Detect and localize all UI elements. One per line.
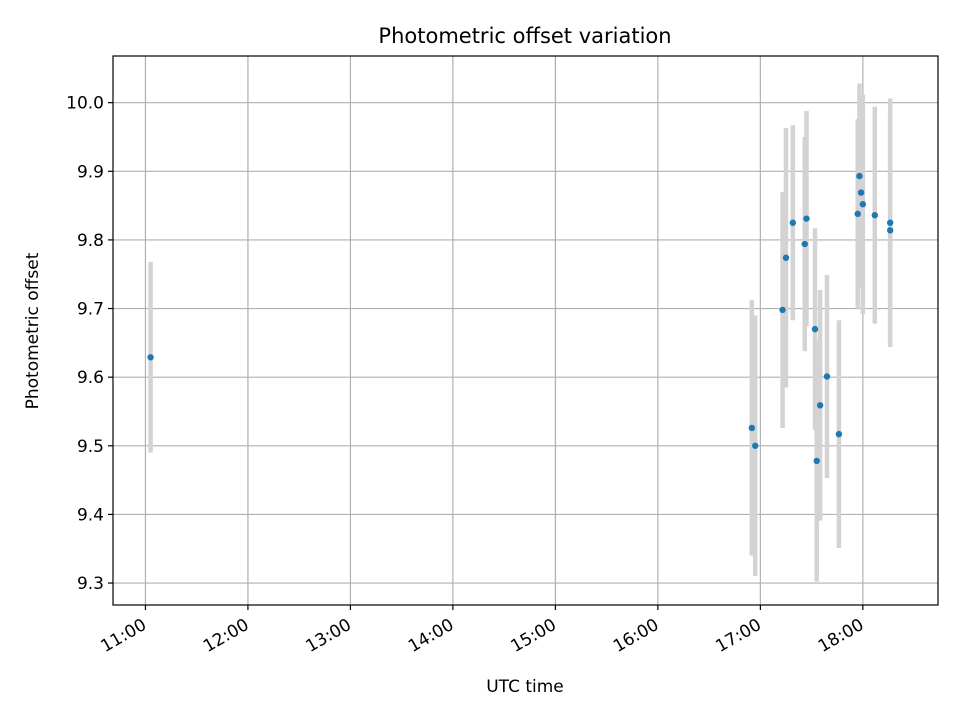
data-point (782, 254, 790, 261)
data-point (147, 354, 154, 361)
data-point (854, 210, 861, 218)
y-tick-label: 9.9 (77, 162, 104, 182)
data-point (816, 402, 824, 409)
y-tick-label: 9.6 (77, 368, 104, 388)
data-point (811, 325, 819, 333)
data-point (779, 306, 786, 314)
data-point (813, 457, 820, 465)
data-point (803, 215, 810, 222)
y-tick-label: 10.0 (66, 94, 104, 114)
data-point (857, 189, 865, 196)
y-axis-label: Photometric offset (23, 252, 43, 409)
data-point (859, 201, 867, 208)
y-tick-label: 9.4 (77, 505, 104, 525)
data-point (835, 430, 843, 438)
y-tick-label: 9.3 (77, 574, 104, 594)
plot-area: 11:00 12:00 13:00 14:00 15:00 16:00 17:00 18:00… (66, 55, 939, 657)
x-axis-label: UTC time (486, 677, 564, 697)
plot-background (113, 56, 938, 605)
plot-frame (112, 55, 939, 606)
data-points (147, 172, 894, 465)
data-point (871, 212, 879, 219)
data-point (886, 227, 894, 234)
y-axis: 9.3 9.4 9.5 9.6 9.7 9.8 9.9 10.0 (66, 94, 113, 594)
data-point (823, 373, 831, 380)
y-tick-label: 9.8 (77, 231, 104, 251)
data-point (789, 219, 797, 226)
grid (113, 56, 938, 605)
data-point (886, 219, 894, 226)
data-point (752, 442, 759, 449)
chart-title: Photometric offset variation (378, 24, 671, 48)
data-point (748, 424, 756, 432)
data-point (801, 240, 808, 248)
y-tick-label: 9.5 (77, 437, 104, 457)
data-point (856, 172, 863, 180)
y-tick-label: 9.7 (77, 300, 104, 320)
